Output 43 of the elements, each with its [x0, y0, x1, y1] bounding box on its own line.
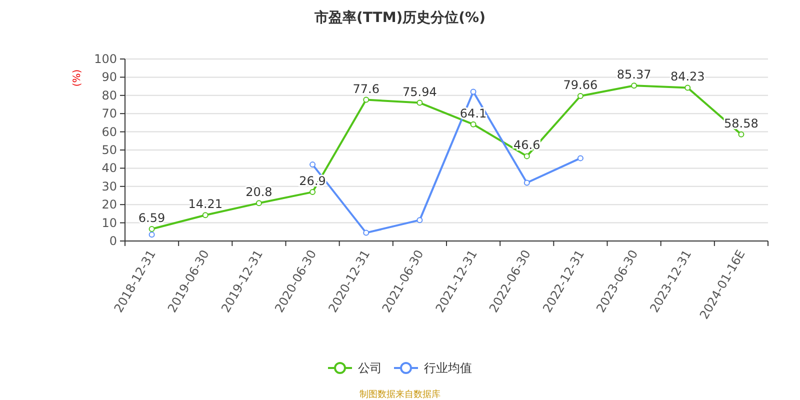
y-axis-title: (%)	[72, 69, 83, 87]
point	[577, 155, 584, 162]
point	[470, 88, 476, 95]
data-label: 79.66	[563, 78, 598, 92]
y-tick-label: 20	[102, 198, 117, 212]
y-tick-label: 50	[102, 143, 117, 157]
point	[310, 189, 316, 196]
point	[577, 93, 584, 100]
point	[416, 217, 423, 224]
data-label: 75.94	[402, 84, 437, 99]
y-tick-label: 100	[94, 52, 117, 66]
point	[310, 162, 316, 168]
point	[148, 226, 155, 232]
y-tick-label: 60	[102, 124, 117, 139]
y-tick-label: 80	[102, 88, 117, 102]
point	[631, 82, 638, 89]
y-tick-label: 10	[102, 216, 117, 230]
y-tick-label: 0	[109, 234, 117, 248]
point	[524, 180, 530, 186]
data-label: 77.6	[352, 82, 380, 96]
point	[256, 200, 262, 206]
point	[684, 84, 691, 91]
point	[363, 230, 370, 236]
legend-label: 公司	[358, 361, 382, 375]
point	[524, 153, 530, 160]
point	[202, 212, 208, 218]
y-tick-label: 30	[102, 179, 117, 194]
legend-label: 行业均值	[424, 361, 472, 375]
y-tick-label: 40	[102, 161, 117, 176]
data-label: 85.37	[616, 68, 652, 82]
data-label: 14.21	[188, 197, 223, 212]
data-label: 84.23	[670, 70, 705, 84]
point	[416, 100, 423, 106]
point	[738, 131, 744, 138]
chart-title: 市盈率(TTM)历史分位(%)	[314, 9, 486, 26]
data-label: 20.8	[246, 185, 272, 200]
point	[470, 121, 476, 128]
y-tick-label: 70	[102, 106, 117, 121]
data-label: 6.59	[138, 211, 166, 226]
y-tick-label: 90	[102, 70, 117, 84]
text: 制图数据来自数据库	[360, 389, 440, 400]
point	[363, 96, 370, 103]
point	[148, 232, 155, 238]
